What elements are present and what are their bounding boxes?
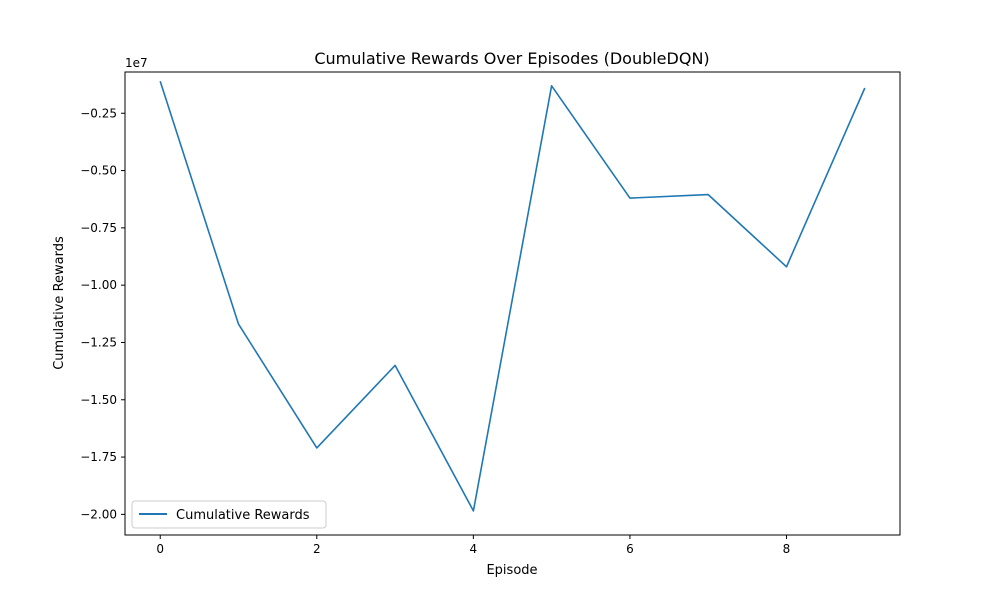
x-tick-label: 4 (470, 542, 478, 556)
y-tick-label: −1.25 (80, 335, 117, 349)
x-tick-label: 0 (156, 542, 164, 556)
plot-area: 0 2 4 6 8 −2.00 −1.75 −1.50 −1.25 −1.00 −0.75 −0.5… (80, 71, 901, 556)
y-tick-label: −0.50 (80, 164, 117, 178)
legend-label: Cumulative Rewards (176, 508, 310, 523)
y-tick-label: −1.00 (80, 278, 117, 292)
legend-box (131, 500, 327, 529)
y-axis-label: Cumulative Rewards (52, 236, 67, 370)
y-tick-label: −1.50 (80, 393, 117, 407)
x-tick-label: 6 (626, 542, 634, 556)
plot-frame (124, 71, 901, 536)
x-tick-label: 8 (783, 542, 791, 556)
x-axis-label: Episode (486, 563, 537, 578)
x-tick-label: 2 (313, 542, 321, 556)
series-layer (159, 80, 866, 512)
y-tick-label: −0.75 (80, 221, 117, 235)
y-tick-label: −2.00 (80, 507, 117, 521)
y-tick-label: −0.25 (80, 106, 117, 120)
y-tick-label: −1.75 (80, 450, 117, 464)
chart-title: Cumulative Rewards Over Episodes (Double… (314, 49, 709, 68)
y-axis-offset-label: 1e7 (125, 56, 148, 70)
legend: Cumulative Rewards (131, 500, 327, 529)
series-line (159, 80, 866, 512)
y-axis-ticks: −2.00 −1.75 −1.50 −1.25 −1.00 −0.75 −0.50 −0.25 (80, 106, 125, 521)
x-axis-ticks: 0 2 4 6 8 (156, 535, 790, 556)
